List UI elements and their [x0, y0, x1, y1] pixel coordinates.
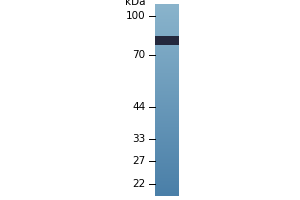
Text: 33: 33	[132, 134, 146, 144]
Text: kDa: kDa	[125, 0, 146, 7]
Text: 44: 44	[132, 102, 146, 112]
Text: 27: 27	[132, 156, 146, 166]
Text: 100: 100	[126, 11, 146, 21]
Bar	[154, 36, 178, 45]
Text: 22: 22	[132, 179, 146, 189]
Text: 70: 70	[132, 50, 146, 60]
